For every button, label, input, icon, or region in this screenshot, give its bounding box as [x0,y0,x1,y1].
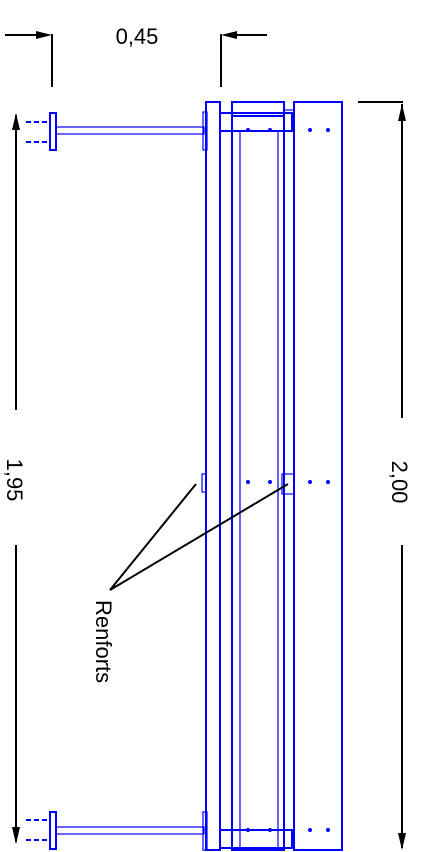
top-cap [231,101,285,117]
top-dim-left-arrow [36,31,52,39]
middle-reinforcement-block [281,473,295,495]
left-dim-top-arrow [12,113,20,130]
bolt-hole [308,828,312,832]
top-post-bracket [202,111,208,151]
reinforcement-callout: Renforts [91,483,289,683]
right-dim-top-arrow [398,104,406,121]
callout-leader-left [109,483,197,591]
frame-structure [26,101,343,851]
reinforcement-label: Renforts [91,600,116,683]
outer-post [205,101,221,851]
bolt-hole [326,128,330,132]
bolt-hole [246,128,250,132]
bolt-hole [268,480,272,484]
wide-board [293,101,343,851]
bolt-hole [246,480,250,484]
upper-wall-plate [49,112,57,151]
upper-rod [55,126,205,135]
lower-rod [55,826,205,835]
top-dim-right-arrow [221,31,237,39]
lower-wall-plate [49,811,57,850]
right-height-label: 2,00 [387,461,412,504]
left-height-label: 1,95 [2,459,27,502]
top-width-label: 0,45 [116,24,159,49]
top-crossbar [219,112,293,132]
connector-strip [283,109,295,849]
callout-leader-right [109,483,289,591]
bolt-holes [246,128,330,832]
left-dim-bottom-arrow [12,827,20,844]
middle-reinforcement-tab [201,473,207,493]
right-dim-bottom-arrow [398,833,406,850]
bolt-hole [268,128,272,132]
right-height-dimension: 2,00 [358,101,412,850]
left-height-dimension: 1,95 [2,113,27,844]
bottom-crossbar [219,829,293,849]
bolt-hole [326,480,330,484]
bolt-hole [326,828,330,832]
bolt-hole [308,480,312,484]
bottom-post-bracket [202,811,208,851]
bolt-hole [268,828,272,832]
bolt-hole [308,128,312,132]
bolt-hole [246,828,250,832]
top-width-dimension: 0,45 [5,24,267,87]
